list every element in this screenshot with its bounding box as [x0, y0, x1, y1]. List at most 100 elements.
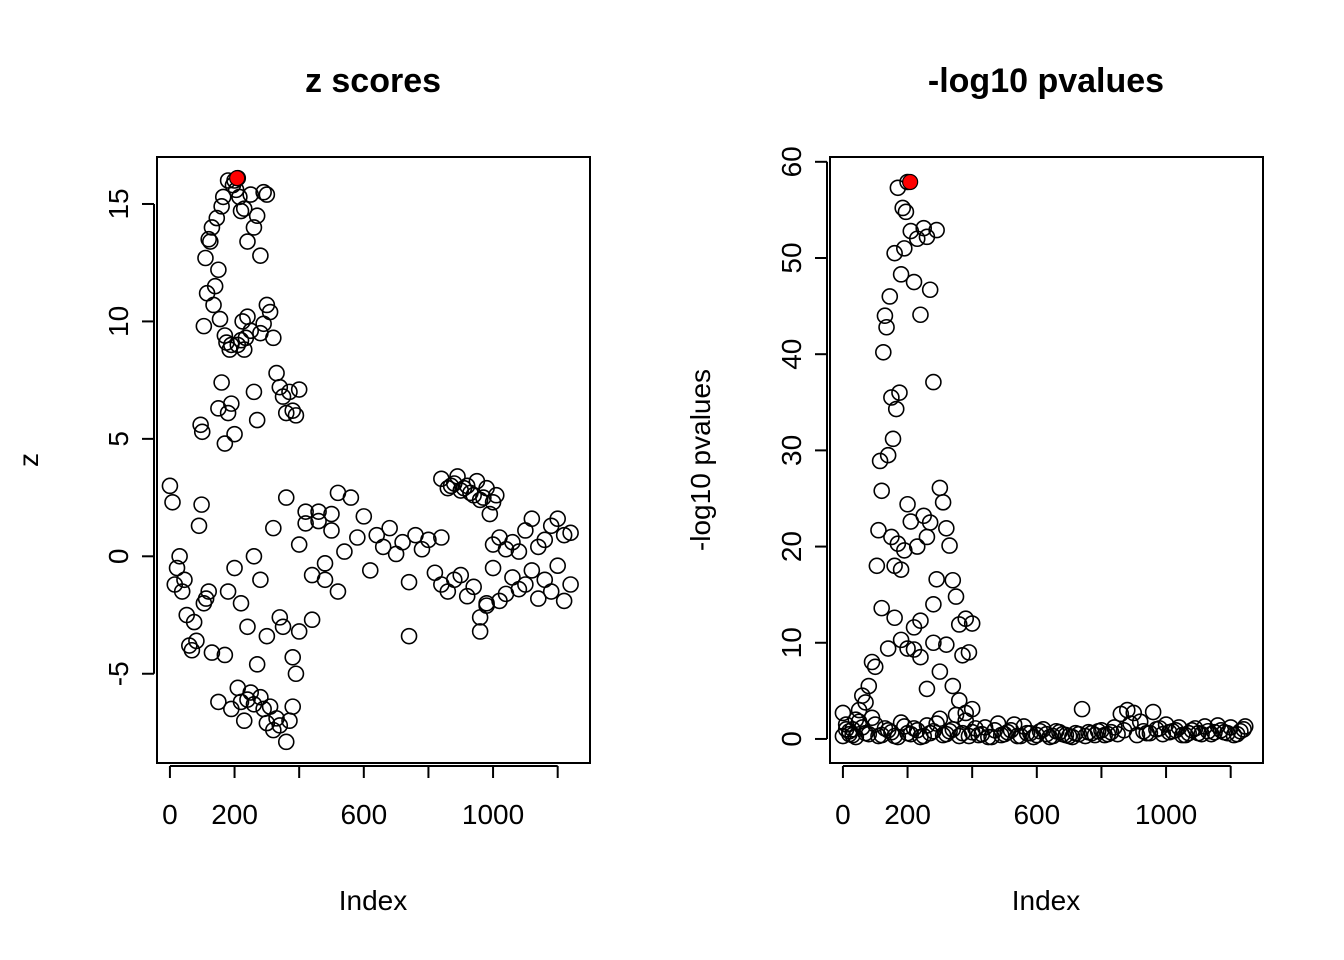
data-point: [193, 496, 210, 513]
data-point: [323, 505, 340, 523]
data-point: [857, 694, 874, 711]
data-point: [164, 493, 181, 511]
data-point: [905, 619, 923, 636]
y-tick-label: 60: [776, 146, 807, 177]
data-point: [255, 183, 272, 201]
data-point: [355, 508, 373, 525]
data-point: [208, 209, 226, 227]
x-axis-label: Index: [1012, 885, 1081, 916]
y-tick-label: 5: [103, 431, 134, 447]
data-point: [1199, 722, 1217, 740]
data-point: [944, 571, 962, 589]
data-point: [1125, 704, 1143, 722]
data-point: [892, 561, 910, 578]
data-point: [168, 559, 186, 577]
data-point: [931, 663, 949, 680]
y-tick-label: 40: [776, 339, 807, 370]
y-axis-label: -log10 pvalues: [685, 369, 716, 551]
x-axis: 0 200 600 1000: [835, 765, 1232, 830]
data-point: [303, 566, 321, 584]
data-point: [277, 733, 295, 751]
data-point: [258, 627, 276, 645]
data-point: [252, 688, 269, 706]
data-point: [834, 704, 852, 722]
data-point: [210, 261, 227, 279]
data-point: [235, 341, 253, 358]
data-point: [887, 400, 905, 418]
data-point: [290, 381, 308, 398]
data-point: [239, 233, 256, 250]
x-tick-label: 0: [835, 799, 851, 830]
data-point: [542, 583, 560, 600]
data-point: [200, 230, 218, 248]
data-point: [1070, 725, 1088, 743]
data-point: [1202, 725, 1220, 743]
data-point: [471, 623, 489, 640]
data-point: [918, 717, 936, 734]
data-point: [210, 693, 227, 711]
data-point: [400, 573, 418, 591]
data-point: [912, 648, 929, 666]
data-point: [232, 331, 250, 349]
data-point: [876, 307, 894, 325]
data-point: [941, 537, 958, 554]
data-point: [242, 322, 260, 340]
data-point: [863, 653, 881, 671]
data-point: [896, 240, 913, 257]
data-point: [271, 717, 289, 734]
data-point: [195, 317, 213, 335]
data-points: [161, 169, 579, 751]
x-tick-label: 0: [162, 799, 178, 830]
data-point: [1135, 722, 1152, 740]
data-point: [950, 616, 968, 633]
data-point: [190, 517, 208, 535]
y-tick-label: 30: [776, 435, 807, 466]
chart-title: z scores: [305, 62, 441, 100]
y-tick-label: -5: [103, 661, 134, 686]
data-point: [517, 576, 534, 593]
data-point: [203, 644, 221, 661]
data-point: [963, 615, 981, 632]
data-point: [1236, 718, 1254, 735]
data-point: [841, 722, 858, 740]
data-point: [197, 590, 215, 607]
data-point: [1028, 726, 1046, 744]
data-point: [928, 221, 945, 239]
data-point: [239, 618, 256, 636]
data-point: [894, 199, 912, 217]
data-point: [284, 402, 302, 419]
data-point: [284, 649, 302, 666]
data-point: [857, 724, 874, 742]
data-point: [361, 562, 379, 579]
data-point: [886, 244, 903, 262]
data-point: [1173, 726, 1191, 744]
data-point: [562, 524, 579, 542]
data-point: [400, 627, 418, 645]
data-point: [536, 531, 554, 549]
y-tick-label: 0: [776, 731, 807, 747]
highlighted-point: [229, 170, 246, 187]
data-point: [173, 583, 191, 600]
data-point: [884, 430, 902, 448]
data-point: [323, 522, 340, 539]
data-point: [950, 727, 968, 745]
x-axis-label: Index: [339, 885, 408, 916]
data-point: [866, 658, 884, 676]
data-point: [523, 510, 541, 528]
data-point: [944, 677, 962, 695]
data-point: [290, 536, 308, 553]
data-point: [1235, 721, 1252, 738]
data-point: [465, 578, 482, 596]
data-point: [918, 680, 936, 698]
data-point: [223, 395, 240, 412]
data-point: [1025, 728, 1042, 746]
data-point: [925, 634, 942, 652]
data-point: [1057, 726, 1075, 744]
data-point: [287, 407, 305, 424]
data-point: [287, 665, 305, 683]
data-point: [883, 389, 900, 406]
data-point: [873, 482, 891, 500]
data-point: [1186, 720, 1204, 737]
y-axis-label: z: [13, 453, 44, 467]
